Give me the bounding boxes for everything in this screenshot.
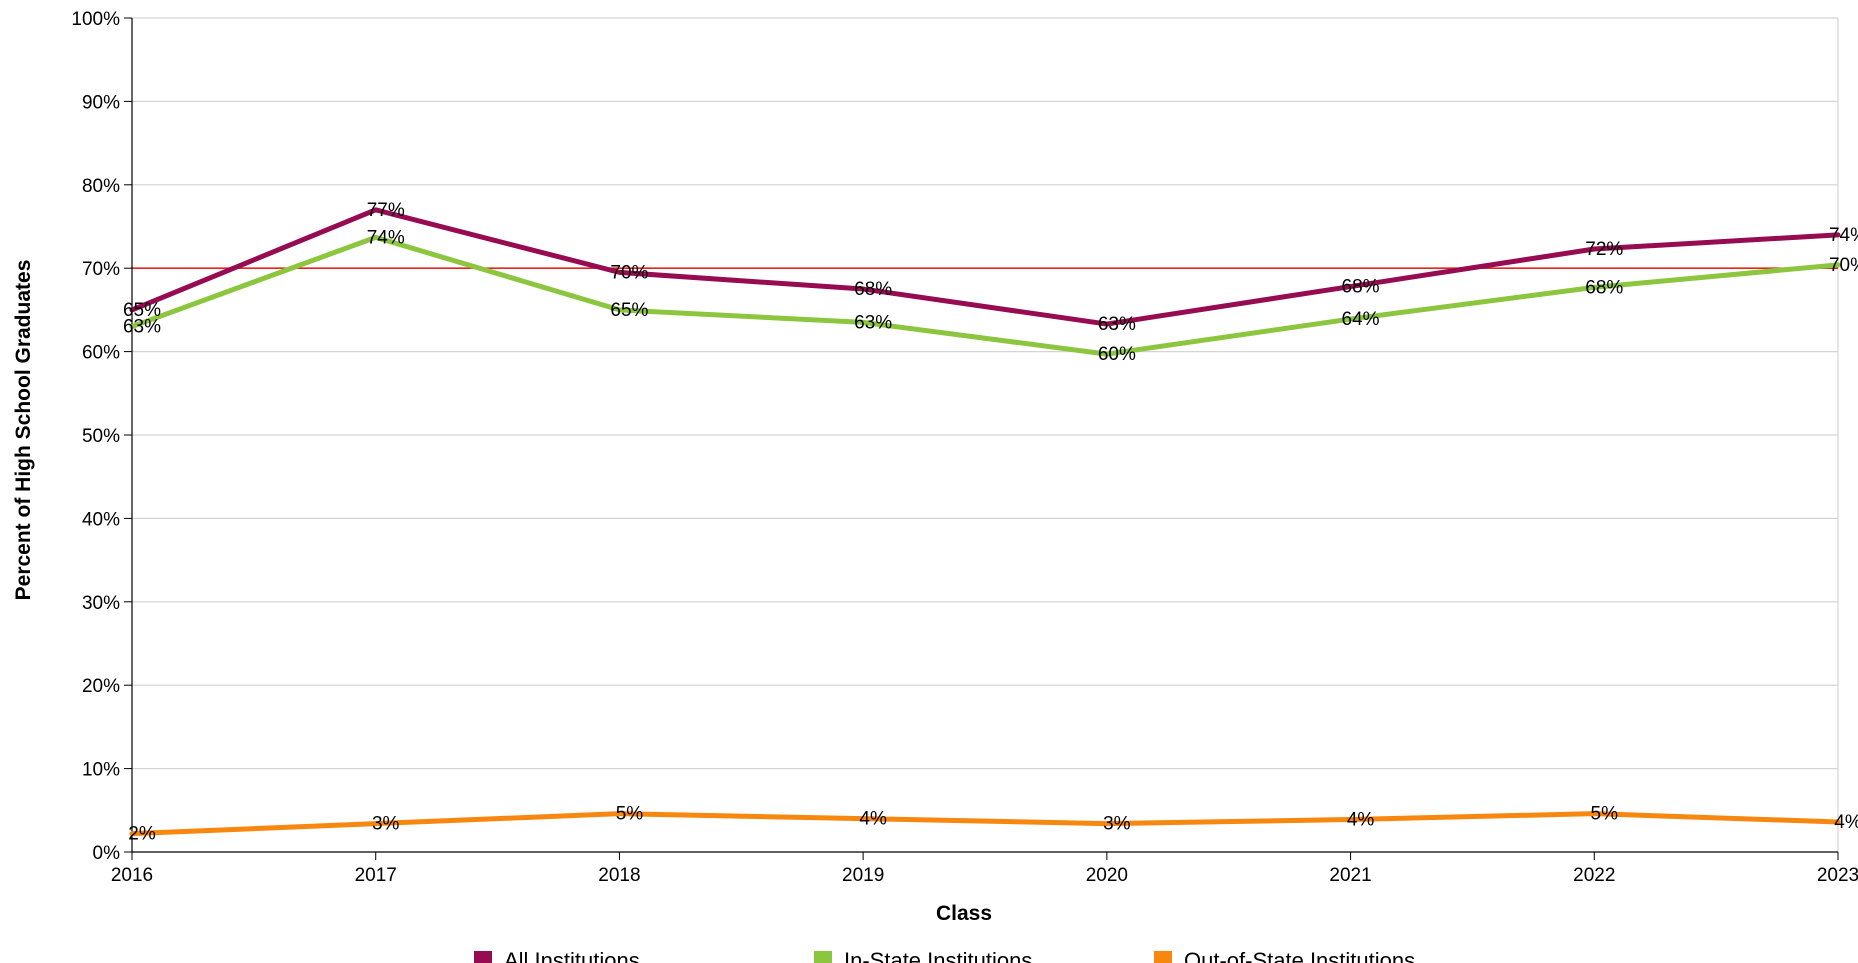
- data-label: 3%: [372, 814, 400, 835]
- x-tick-label: 2018: [598, 865, 640, 886]
- x-tick-label: 2020: [1086, 865, 1128, 886]
- data-label: 72%: [1585, 239, 1623, 260]
- legend-swatch: [814, 951, 832, 963]
- x-tick-label: 2023: [1817, 865, 1858, 886]
- data-label: 65%: [610, 300, 648, 321]
- data-label: 65%: [123, 300, 161, 321]
- data-labels: 65%77%70%68%63%68%72%74%63%74%65%63%60%6…: [123, 200, 1858, 845]
- y-tick-label: 0%: [93, 843, 121, 864]
- y-tick-label: 50%: [82, 426, 120, 447]
- data-label: 3%: [1103, 814, 1131, 835]
- legend-label: Out-of-State Institutions: [1184, 948, 1415, 963]
- data-label: 4%: [1347, 809, 1375, 830]
- legend-swatch: [474, 951, 492, 963]
- data-label: 5%: [616, 804, 644, 825]
- y-tick-label: 40%: [82, 509, 120, 530]
- y-tick-label: 100%: [71, 9, 120, 30]
- data-label: 64%: [1342, 309, 1380, 330]
- legend-label: All Institutions: [504, 948, 640, 963]
- y-tick-label: 30%: [82, 593, 120, 614]
- axes: 0% 10% 20% 30% 40% 50% 60% 70% 80% 90% 100% 2016 201…: [71, 9, 1858, 886]
- x-tick-label: 2016: [111, 865, 153, 886]
- data-label: 63%: [854, 312, 892, 333]
- data-label: 4%: [859, 809, 887, 830]
- data-label: 74%: [1829, 225, 1858, 246]
- legend-label: In-State Institutions: [844, 948, 1032, 963]
- legend: All Institutions In-State Institutions Out…: [474, 948, 1415, 963]
- data-label: 5%: [1591, 804, 1619, 825]
- data-label: 68%: [1585, 277, 1623, 298]
- y-tick-label: 20%: [82, 676, 120, 697]
- x-tick-label: 2021: [1329, 865, 1371, 886]
- data-label: 60%: [1098, 344, 1136, 365]
- data-label: 63%: [1098, 314, 1136, 335]
- series-line-2: [129, 234, 1841, 357]
- x-tick-label: 2017: [355, 865, 397, 886]
- y-tick-label: 80%: [82, 176, 120, 197]
- data-label: 68%: [854, 279, 892, 300]
- data-label: 77%: [367, 200, 405, 221]
- gridlines: [132, 17, 1839, 852]
- data-label: 63%: [123, 317, 161, 338]
- data-label: 68%: [1342, 277, 1380, 298]
- series-lines: [129, 207, 1841, 837]
- y-tick-label: 70%: [82, 259, 120, 280]
- data-label: 2%: [128, 824, 156, 845]
- series-line-1: [129, 207, 1841, 327]
- legend-swatch: [1154, 951, 1172, 963]
- data-label: 74%: [367, 227, 405, 248]
- x-tick-label: 2022: [1573, 865, 1615, 886]
- series-line-3: [129, 811, 1841, 837]
- data-label: 70%: [610, 262, 648, 283]
- data-label: 70%: [1829, 255, 1858, 276]
- y-axis-title: Percent of High School Graduates: [12, 260, 35, 601]
- x-axis-title: Class: [936, 902, 992, 925]
- y-tick-label: 10%: [82, 760, 120, 781]
- y-tick-label: 60%: [82, 343, 120, 364]
- x-tick-label: 2019: [842, 865, 884, 886]
- y-tick-label: 90%: [82, 92, 120, 113]
- data-label: 4%: [1834, 812, 1858, 833]
